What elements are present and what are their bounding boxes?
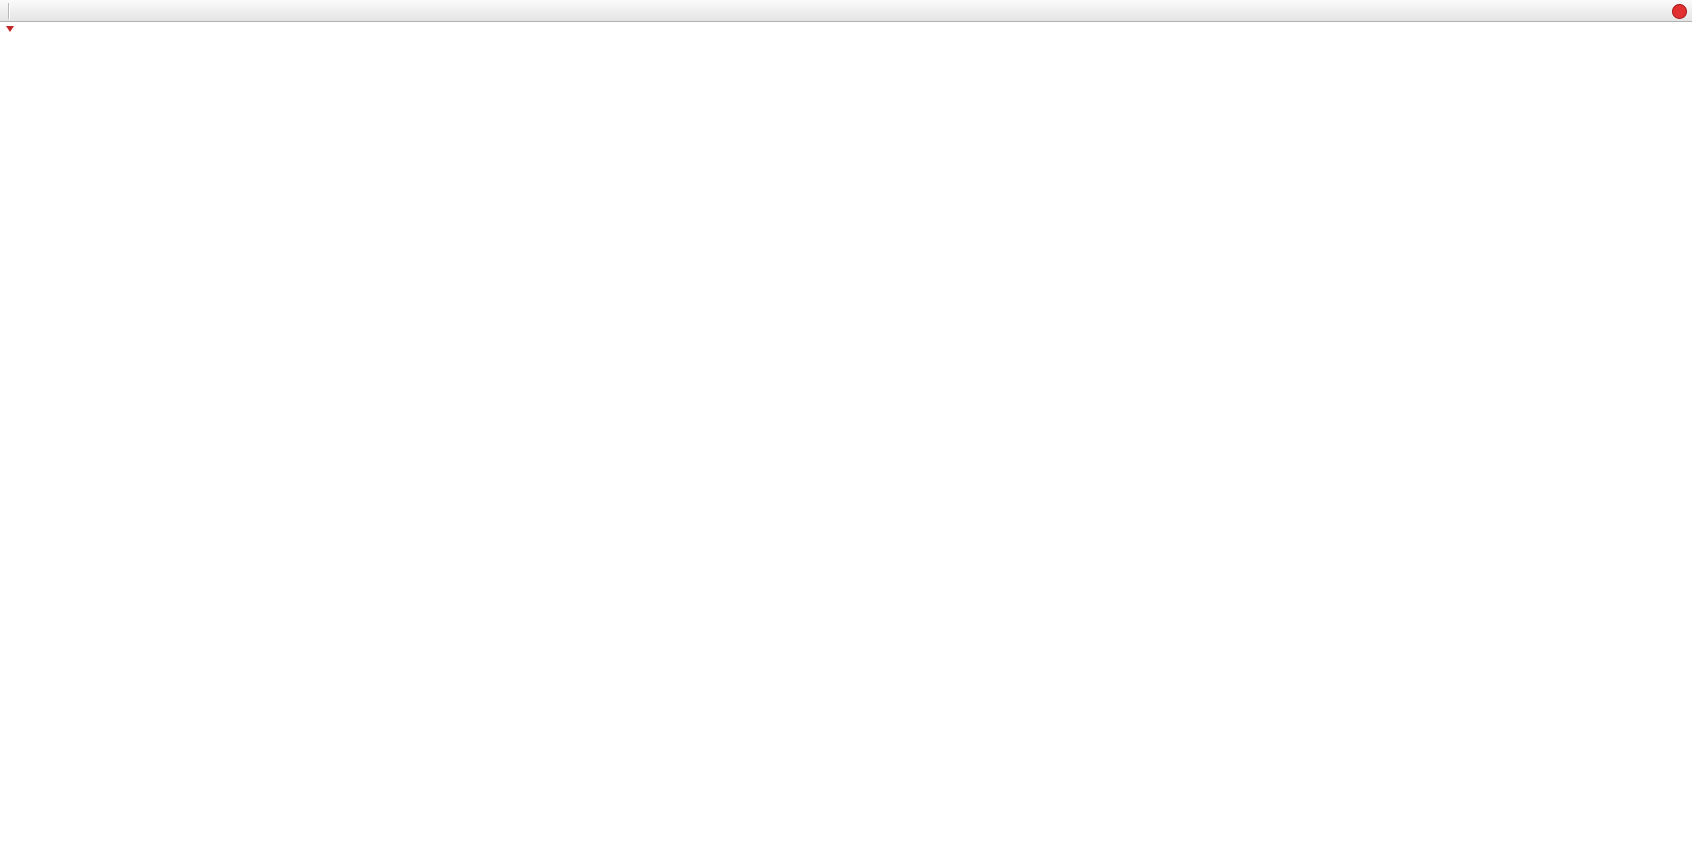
- toolbar-right: [1658, 0, 1687, 22]
- notification-badge[interactable]: [1672, 3, 1687, 19]
- price-chart[interactable]: [0, 22, 1692, 846]
- search-button[interactable]: [1658, 0, 1666, 22]
- toolbar: [0, 0, 1692, 22]
- symbol-header: [6, 26, 19, 32]
- price-direction-down-icon: [6, 26, 14, 32]
- toolbar-separator: [8, 2, 9, 19]
- chart-area: [0, 22, 1692, 846]
